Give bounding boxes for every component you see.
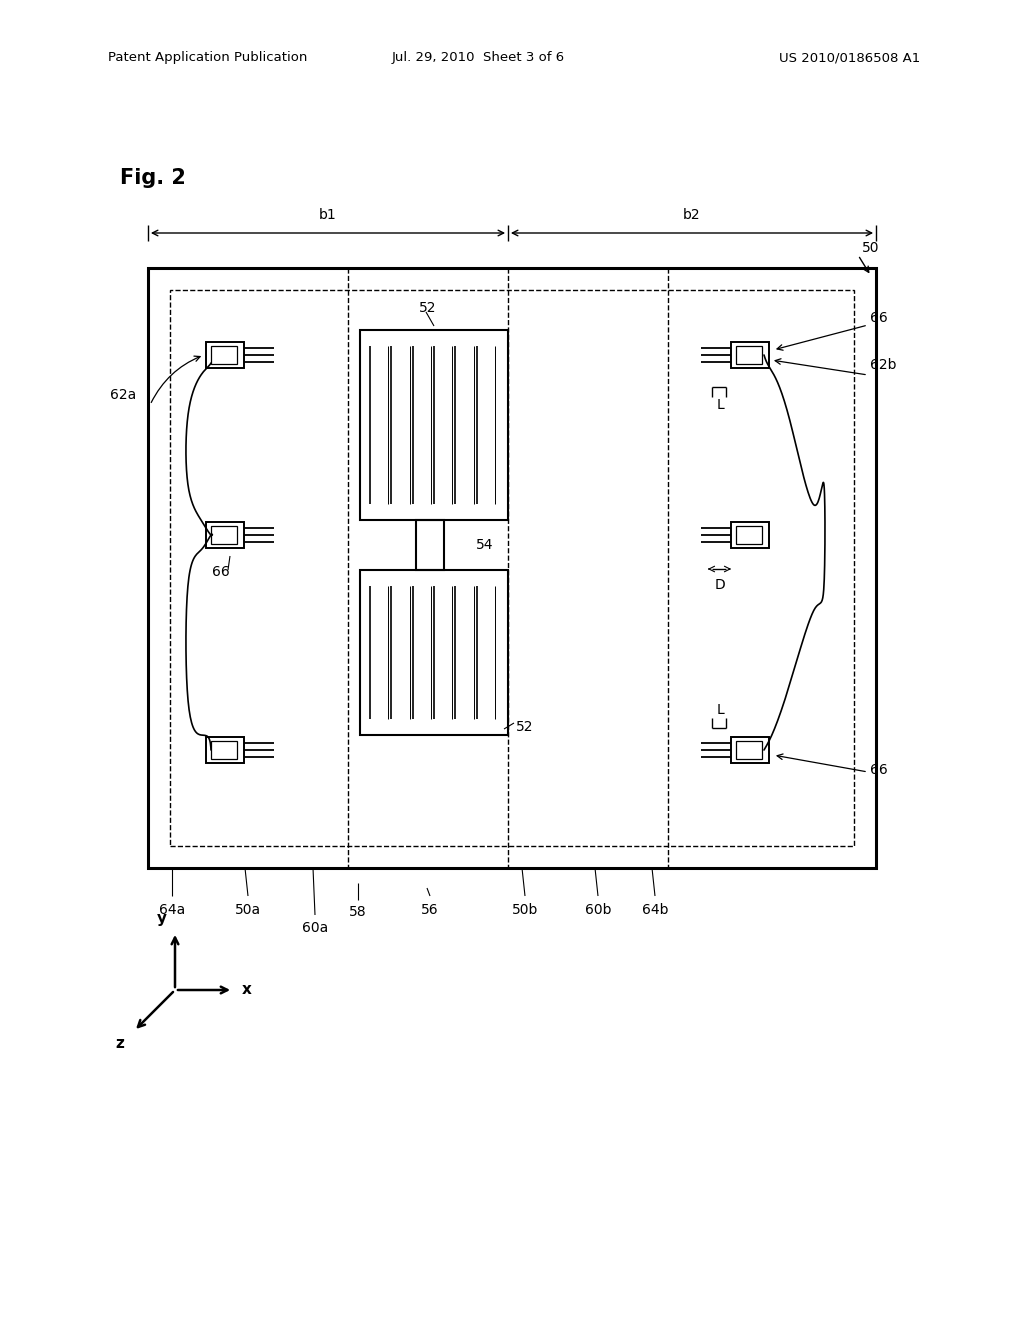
Bar (360, 570, 508, 735)
Text: Fig. 2: Fig. 2 (120, 168, 186, 187)
Bar (211, 741, 237, 759)
Bar (148, 268, 876, 869)
Text: 52: 52 (516, 719, 534, 734)
Text: Patent Application Publication: Patent Application Publication (108, 51, 307, 65)
Text: US 2010/0186508 A1: US 2010/0186508 A1 (778, 51, 920, 65)
Text: z: z (116, 1035, 125, 1051)
Text: D: D (715, 578, 725, 591)
Text: 56: 56 (421, 903, 439, 917)
Text: 62a: 62a (110, 388, 136, 403)
Bar (170, 290, 854, 846)
Bar (206, 342, 244, 368)
Text: b1: b1 (319, 209, 337, 222)
Bar (211, 346, 237, 364)
Text: 58: 58 (349, 906, 367, 919)
Text: 66: 66 (870, 312, 888, 325)
Bar (206, 737, 244, 763)
Text: 50b: 50b (512, 903, 539, 917)
Text: 60a: 60a (302, 921, 328, 935)
Text: b2: b2 (683, 209, 700, 222)
Bar (731, 342, 769, 368)
Text: 64b: 64b (642, 903, 669, 917)
Text: 60b: 60b (585, 903, 611, 917)
Text: Jul. 29, 2010  Sheet 3 of 6: Jul. 29, 2010 Sheet 3 of 6 (391, 51, 564, 65)
Bar (206, 521, 244, 548)
Text: y: y (157, 911, 167, 925)
Text: x: x (242, 982, 252, 998)
Bar (731, 521, 769, 548)
Bar (736, 525, 762, 544)
Text: 66: 66 (212, 565, 229, 579)
Text: 62b: 62b (870, 358, 896, 372)
Bar (416, 520, 444, 570)
Bar (731, 737, 769, 763)
Text: 64a: 64a (159, 903, 185, 917)
Text: 54: 54 (476, 539, 494, 552)
Bar (211, 525, 237, 544)
Text: 50a: 50a (234, 903, 261, 917)
Bar (736, 346, 762, 364)
Bar (736, 741, 762, 759)
Text: L: L (716, 704, 724, 717)
Text: 52: 52 (419, 301, 436, 315)
Text: 66: 66 (870, 763, 888, 777)
Bar (360, 330, 508, 520)
Text: L: L (716, 399, 724, 412)
Text: 50: 50 (862, 242, 880, 255)
